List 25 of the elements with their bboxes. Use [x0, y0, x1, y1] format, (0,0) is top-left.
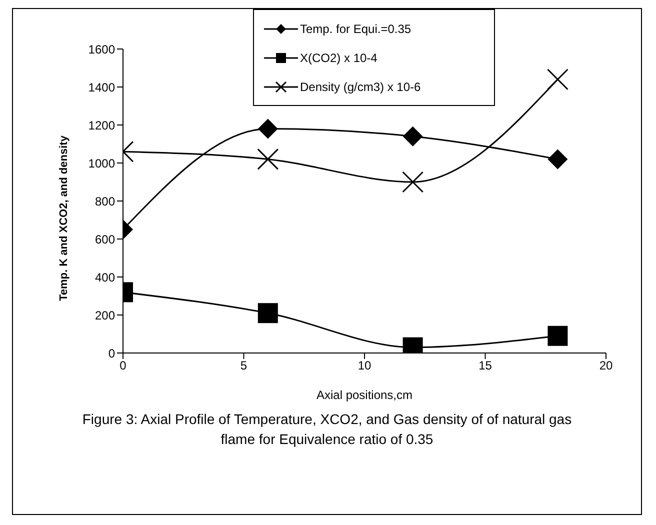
y-tick-label: 1200: [88, 118, 116, 132]
legend-label: Density (g/cm3) x 10-6: [300, 80, 421, 94]
point: [548, 326, 568, 346]
x-tick-label: 5: [240, 358, 248, 373]
y-tick-label: 1400: [88, 80, 116, 94]
y-axis-title: Temp. K and XCO2, and density: [58, 134, 70, 301]
y-tick-label: 0: [108, 346, 116, 360]
y-tick-label: 1600: [88, 42, 116, 56]
point: [548, 149, 568, 170]
legend-label: X(CO2) x 10-4: [300, 50, 378, 64]
legend-label: Temp. for Equi.=0.35: [300, 22, 412, 36]
x-tick-label: 10: [358, 358, 372, 373]
y-tick-label: 800: [94, 194, 116, 208]
x-tick-label: 15: [478, 358, 492, 373]
point: [402, 126, 423, 146]
y-tick-label: 1000: [88, 156, 116, 170]
caption: Figure 3: Axial Profile of Temperature, XCO2, and Gas density of of natural gas flame for Equivalence ratio of 0.35: [81, 410, 573, 449]
y-tick-label: 600: [94, 232, 116, 246]
x-tick-label: 0: [120, 358, 127, 373]
x-tick-label: 20: [599, 358, 613, 373]
point: [402, 171, 424, 193]
point: [546, 68, 568, 90]
y-tick-label: 400: [94, 270, 116, 284]
x-axis-title: Axial positions,cm: [316, 388, 413, 402]
y-tick-label: 200: [94, 308, 116, 322]
